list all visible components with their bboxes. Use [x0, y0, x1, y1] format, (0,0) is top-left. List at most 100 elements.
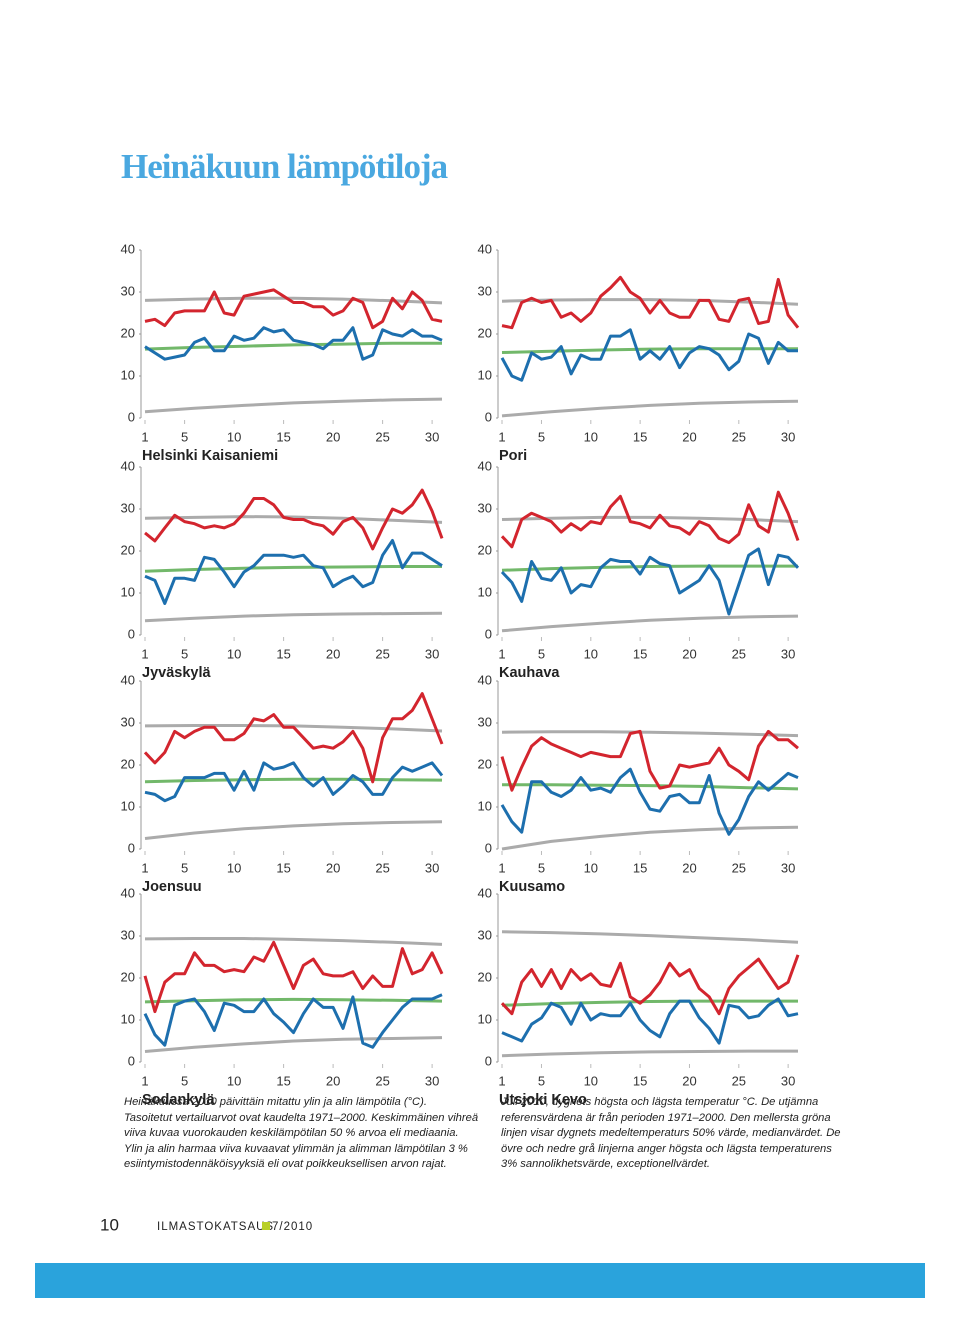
x-tick-label: 10	[227, 429, 241, 444]
series-line	[501, 515, 799, 524]
x-tick-label: 1	[141, 646, 148, 661]
series-line	[144, 515, 443, 524]
series-line	[144, 326, 443, 361]
x-tick-label: 10	[584, 860, 598, 875]
caption-line: Juli 2010, dygnets högsta och lägsta tem…	[501, 1096, 819, 1108]
x-tick-label: 10	[227, 646, 241, 661]
x-tick-label: 20	[326, 1073, 340, 1088]
y-tick-label: 0	[128, 626, 135, 641]
series-line	[501, 1049, 798, 1058]
x-tick-label: 30	[781, 1073, 795, 1088]
y-tick-label: 20	[121, 756, 135, 771]
station-name: Utsjoki Kevo	[499, 1092, 587, 1108]
station-name: Kauhava	[499, 665, 560, 681]
series-line	[144, 611, 443, 623]
x-tick-label: 25	[732, 646, 746, 661]
x-tick-label: 5	[181, 860, 188, 875]
x-tick-label: 25	[375, 646, 389, 661]
footer-square	[262, 1222, 270, 1230]
publication: ILMASTOKATSAUS	[157, 1221, 274, 1233]
x-tick-label: 1	[141, 860, 148, 875]
x-tick-label: 10	[584, 429, 598, 444]
caption-line: 3% sannolikhetsvärde, exceptionellvärdet…	[501, 1158, 710, 1170]
series-line	[501, 930, 799, 944]
y-tick-label: 30	[478, 714, 492, 729]
caption-line: Ylin ja alin harmaa viiva kuvaavat ylimm…	[124, 1142, 468, 1155]
x-tick-label: 25	[732, 860, 746, 875]
y-tick-label: 10	[478, 798, 492, 813]
x-tick-label: 1	[141, 1073, 148, 1088]
x-tick-label: 30	[425, 860, 439, 875]
x-tick-label: 1	[498, 429, 505, 444]
x-tick-label: 25	[375, 860, 389, 875]
x-tick-label: 1	[498, 860, 505, 875]
x-tick-label: 10	[227, 1073, 241, 1088]
caption-line: övre och nedre grå linjerna anger högsta…	[501, 1142, 832, 1155]
caption-line: Heinäkuussa 2010 päivittäin mitattu ylin…	[124, 1096, 427, 1108]
x-tick-label: 5	[538, 1073, 545, 1088]
y-tick-label: 30	[121, 927, 135, 942]
y-tick-label: 30	[121, 283, 135, 298]
y-tick-label: 10	[121, 1011, 135, 1026]
y-tick-label: 30	[478, 283, 492, 298]
caption-line: Tasoitetut vertailuarvot ovat kaudelta 1…	[124, 1111, 479, 1124]
y-tick-label: 40	[121, 672, 135, 687]
series-line	[501, 614, 799, 633]
x-tick-label: 1	[141, 429, 148, 444]
x-tick-label: 30	[425, 429, 439, 444]
series-line	[501, 997, 799, 1045]
x-tick-label: 5	[538, 860, 545, 875]
x-tick-label: 5	[181, 429, 188, 444]
x-tick-label: 1	[498, 1073, 505, 1088]
x-tick-label: 30	[781, 646, 795, 661]
x-tick-label: 15	[276, 1073, 290, 1088]
y-tick-label: 0	[128, 409, 135, 424]
y-tick-label: 0	[485, 626, 492, 641]
series-line	[144, 777, 443, 784]
caption-fi: Heinäkuussa 2010 päivittäin mitattu ylin…	[124, 1095, 524, 1173]
x-tick-label: 15	[276, 429, 290, 444]
series-line	[144, 488, 444, 551]
series-line	[501, 275, 800, 330]
y-tick-label: 40	[121, 885, 135, 900]
y-tick-label: 20	[121, 969, 135, 984]
y-tick-label: 30	[478, 927, 492, 942]
station-name: Pori	[499, 448, 527, 464]
y-tick-label: 20	[478, 756, 492, 771]
x-tick-label: 5	[181, 1073, 188, 1088]
x-tick-label: 25	[732, 429, 746, 444]
station-name: Joensuu	[142, 879, 202, 895]
y-tick-label: 40	[478, 241, 492, 256]
y-tick-label: 0	[128, 840, 135, 855]
series-line	[500, 729, 799, 792]
caption-line: linjen visar dygnets medeltemperaturs 50…	[501, 1127, 841, 1139]
x-tick-label: 20	[326, 429, 340, 444]
series-line	[501, 825, 799, 851]
series-line	[500, 547, 800, 616]
x-tick-label: 20	[326, 860, 340, 875]
x-tick-label: 10	[584, 646, 598, 661]
y-tick-label: 0	[485, 409, 492, 424]
y-tick-label: 0	[485, 1053, 492, 1068]
x-tick-label: 30	[425, 646, 439, 661]
y-tick-label: 10	[121, 584, 135, 599]
y-tick-label: 40	[478, 458, 492, 473]
y-tick-label: 20	[121, 542, 135, 557]
y-tick-label: 30	[121, 500, 135, 515]
x-tick-label: 30	[425, 1073, 439, 1088]
x-tick-label: 15	[276, 646, 290, 661]
x-tick-label: 30	[781, 429, 795, 444]
x-tick-label: 5	[538, 646, 545, 661]
series-line	[144, 341, 442, 351]
y-tick-label: 10	[478, 584, 492, 599]
x-tick-label: 10	[584, 1073, 598, 1088]
x-tick-label: 15	[633, 1073, 647, 1088]
y-tick-label: 20	[478, 325, 492, 340]
station-name: Sodankylä	[142, 1092, 215, 1108]
series-line	[144, 761, 444, 803]
page-title: Heinäkuun lämpötiloja	[121, 147, 448, 186]
x-tick-label: 20	[326, 646, 340, 661]
series-line	[144, 820, 443, 840]
series-line	[501, 399, 799, 418]
